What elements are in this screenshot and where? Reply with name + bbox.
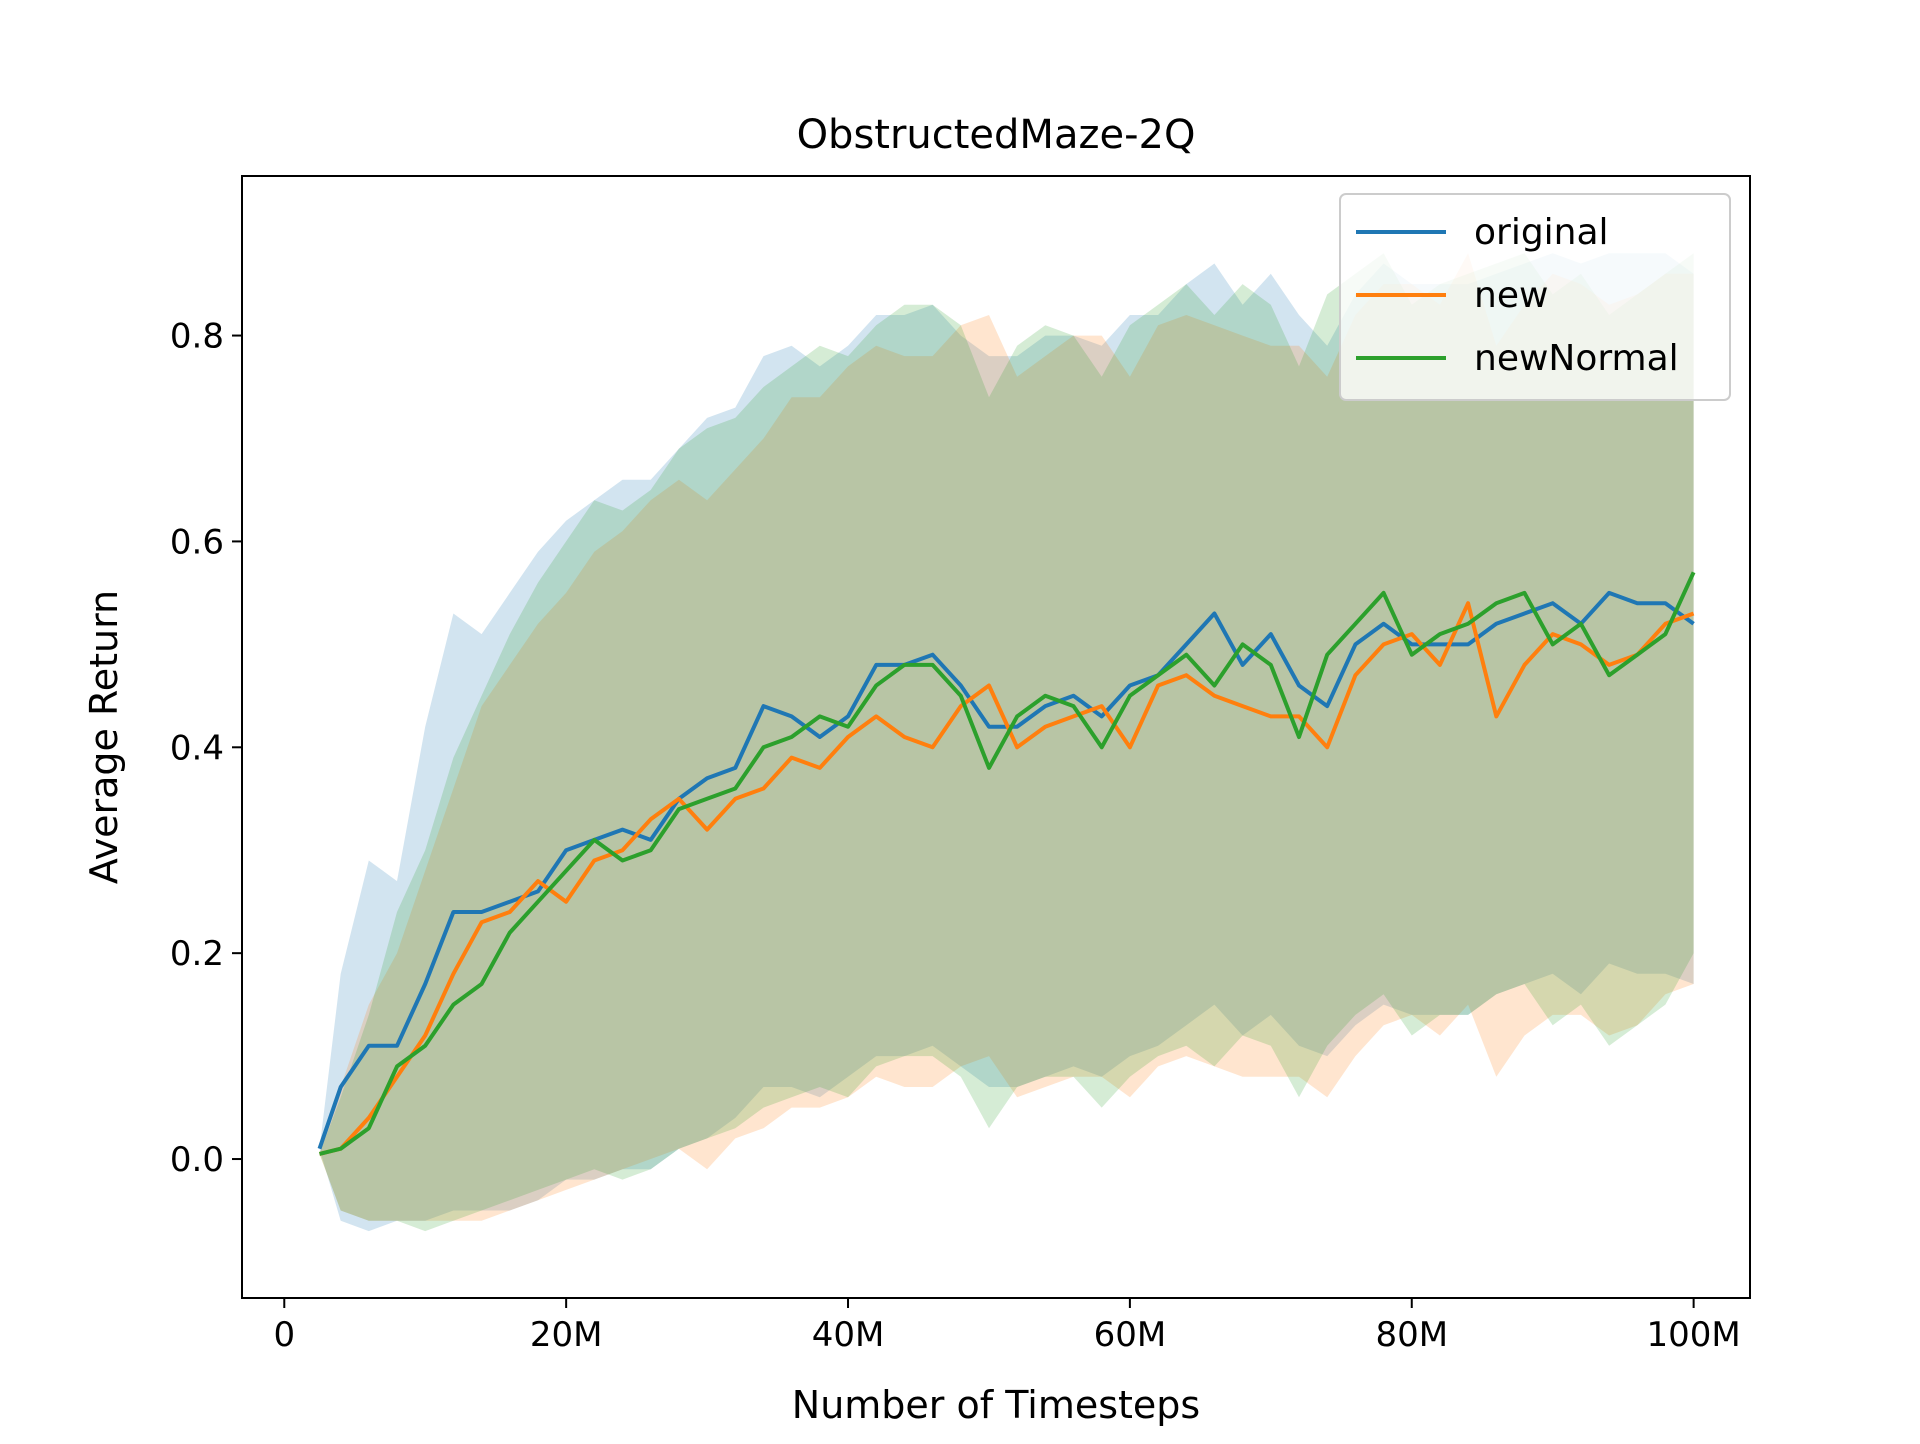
series-lines [317, 571, 1696, 1156]
x-tick-label: 0 [273, 1315, 295, 1355]
x-tick-label: 100M [1647, 1315, 1741, 1355]
y-tick-label: 0.0 [170, 1140, 224, 1180]
line-newnormal [319, 571, 1696, 1156]
line-new [319, 601, 1695, 1156]
legend-frame [1339, 193, 1731, 401]
x-tick-label: 20M [530, 1315, 603, 1355]
x-tick-label: 60M [1094, 1315, 1167, 1355]
confidence-bands [319, 253, 1694, 1232]
x-axis-label: Number of Timesteps [792, 1383, 1200, 1427]
legend-label-original: original [1474, 212, 1609, 253]
legend-label-newnormal: newNormal [1474, 338, 1679, 379]
band-newnormal [319, 253, 1694, 1232]
legend-label-new: new [1474, 275, 1548, 316]
y-axis-label: Average Return [82, 590, 126, 884]
y-tick-label: 0.8 [170, 317, 224, 357]
chart-title: ObstructedMaze-2Q [797, 112, 1196, 158]
plot-area-frame [241, 175, 1751, 1299]
legend: original new newNormal [1339, 193, 1731, 401]
y-tick-label: 0.4 [170, 728, 224, 768]
x-tick-label: 80M [1375, 1315, 1448, 1355]
x-tick-label: 40M [812, 1315, 885, 1355]
x-axis-ticks: 0 20M 40M 60M 80M 100M [273, 1298, 1741, 1355]
y-axis-ticks: 0.0 0.2 0.4 0.6 0.8 [170, 317, 242, 1180]
band-original [319, 253, 1694, 1232]
y-tick-label: 0.2 [170, 934, 224, 974]
y-tick-label: 0.6 [170, 522, 224, 562]
